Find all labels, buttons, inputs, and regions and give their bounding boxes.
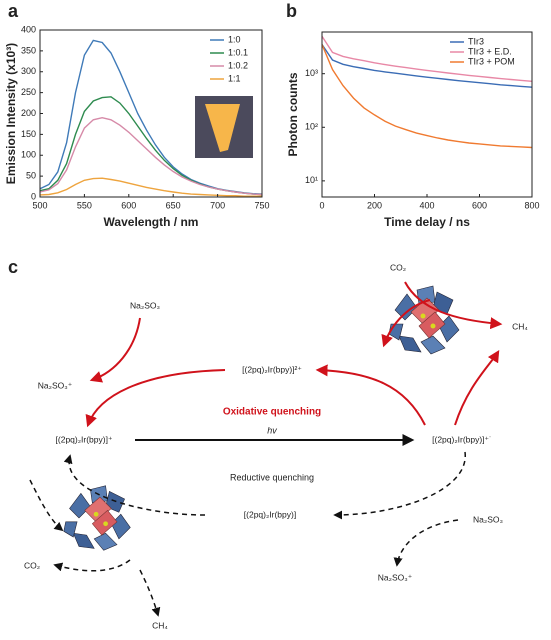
complex-label: [(2pq)₂Ir(bpy)]²⁺	[242, 364, 302, 374]
x-tick-label: 0	[319, 200, 324, 210]
molecule-label: Na₂SO₃⁺	[38, 380, 73, 390]
dashed-arrow	[63, 454, 206, 516]
red-arrow	[89, 317, 141, 383]
red-arrow	[404, 281, 503, 330]
legend-label: TIr3 + E.D.	[468, 46, 512, 56]
x-tick-label: 600	[472, 200, 487, 210]
dashed-arrow	[139, 569, 161, 617]
legend-label: TIr3 + POM	[468, 56, 515, 66]
red-arrow	[85, 369, 226, 428]
legend-label: 1:1	[228, 73, 241, 83]
x-tick-label: 800	[524, 200, 539, 210]
red-arrow	[454, 349, 500, 426]
y-tick-label: 200	[21, 108, 36, 118]
process-label: Oxidative quenching	[223, 407, 321, 418]
legend-label: TIr3	[468, 36, 484, 46]
legend-label: 1:0	[228, 34, 241, 44]
y-tick-label: 150	[21, 129, 36, 139]
x-tick-label: 600	[121, 200, 136, 210]
y-tick-label: 10²	[305, 122, 318, 132]
series-line	[321, 44, 533, 88]
panel-label: c	[8, 257, 18, 277]
panel-label: a	[8, 1, 19, 21]
y-axis-label: Photon counts	[286, 72, 300, 156]
y-axis-label: Emission Intensity (x10³)	[4, 43, 18, 184]
complex-label: [(2pq)₂Ir(bpy)]⁺	[56, 434, 113, 444]
complex-label: [(2pq)₂Ir(bpy)]⁺˙	[432, 434, 492, 444]
red-arrow	[381, 299, 431, 348]
molecule-label: CO₂	[390, 262, 406, 272]
y-tick-label: 50	[26, 171, 36, 181]
x-tick-label: 500	[32, 200, 47, 210]
x-tick-label: 650	[166, 200, 181, 210]
y-tick-label: 10³	[305, 68, 318, 78]
y-tick-label: 300	[21, 66, 36, 76]
y-tick-label: 100	[21, 150, 36, 160]
x-tick-label: 750	[254, 200, 269, 210]
panel-label: b	[286, 1, 297, 21]
series-line	[39, 177, 262, 197]
molecule-label: Na₂SO₃⁺	[378, 572, 413, 582]
legend-label: 1:0.2	[228, 60, 248, 70]
light-label: hv	[267, 425, 277, 435]
molecule-label: CO₂	[24, 560, 40, 570]
molecule-label: Na₂SO₃	[130, 300, 160, 310]
molecule-label: CH₄	[512, 321, 528, 331]
x-tick-label: 700	[210, 200, 225, 210]
red-arrow	[315, 364, 426, 426]
diagram: CO₂ CH₄ Na₂SO₃ [(2pq)₂Ir(bpy)]²⁺ Na₂SO₃⁺…	[24, 262, 528, 630]
series-line	[321, 44, 533, 149]
y-tick-label: 0	[31, 191, 36, 201]
molecule-label: Na₂SO₃	[473, 514, 503, 524]
inset-photo	[195, 96, 253, 158]
molecule-label: CH₄	[152, 620, 168, 630]
y-tick-label: 350	[21, 45, 36, 55]
series-line	[39, 116, 263, 196]
photo-tube	[205, 104, 240, 152]
y-tick-label: 10¹	[305, 175, 318, 185]
series-line	[321, 35, 533, 82]
dashed-arrow	[29, 479, 64, 532]
dashed-arrow	[53, 559, 131, 572]
pom-cluster	[63, 485, 131, 551]
x-tick-label: 400	[419, 200, 434, 210]
dashed-arrow	[333, 451, 466, 520]
x-axis-label: Time delay / ns	[384, 215, 470, 229]
legend-label: 1:0.1	[228, 47, 248, 57]
x-axis-label: Wavelength / nm	[104, 215, 199, 229]
y-tick-label: 250	[21, 87, 36, 97]
dashed-arrow	[393, 519, 459, 567]
x-tick-label: 200	[367, 200, 382, 210]
complex-label: [(2pq)₂Ir(bpy)]	[244, 509, 296, 519]
x-tick-label: 550	[77, 200, 92, 210]
process-label: Reductive quenching	[230, 472, 314, 482]
y-tick-label: 400	[21, 24, 36, 34]
